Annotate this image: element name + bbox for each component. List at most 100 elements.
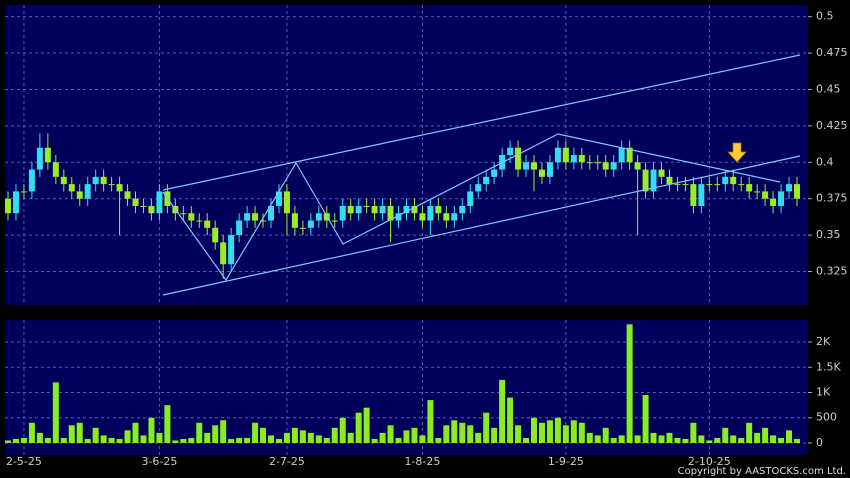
candle-body xyxy=(252,213,259,221)
volume-bar xyxy=(762,427,769,443)
volume-bar xyxy=(28,422,35,443)
volume-bar xyxy=(60,437,67,443)
candle-body xyxy=(546,162,553,177)
volume-bar xyxy=(148,417,155,443)
candle-body xyxy=(100,176,107,185)
volume-bar xyxy=(76,422,83,443)
x-tick-label: 2-7-25 xyxy=(269,455,305,468)
volume-bar xyxy=(156,432,163,443)
volume-bar xyxy=(626,324,633,443)
candle-body xyxy=(610,162,617,170)
candle-body xyxy=(291,213,298,228)
candle-body xyxy=(68,184,75,192)
candle-body xyxy=(148,205,155,214)
volume-bar xyxy=(387,425,394,443)
y-tick-label: 0.375 xyxy=(816,192,848,205)
volume-bar xyxy=(363,407,370,443)
volume-bar xyxy=(379,432,386,443)
x-tick-label: 2-5-25 xyxy=(6,455,42,468)
candle-body xyxy=(586,162,593,164)
candle-body xyxy=(28,169,35,192)
volume-bar xyxy=(483,412,490,443)
volume-bar xyxy=(658,435,665,443)
candle-body xyxy=(411,205,418,214)
y-tick-label: 0.325 xyxy=(816,265,848,278)
volume-bar xyxy=(307,432,314,443)
y2-tick-label: 500 xyxy=(816,411,837,424)
volume-bar xyxy=(52,382,59,443)
volume-bar xyxy=(291,427,298,443)
candle-body xyxy=(363,205,370,207)
volume-bar xyxy=(714,437,721,443)
candle-body xyxy=(786,184,793,192)
candle-body xyxy=(491,169,498,177)
candle-body xyxy=(108,184,115,186)
volume-bar xyxy=(674,437,681,443)
volume-bar xyxy=(5,440,11,443)
volume-bar xyxy=(523,437,530,443)
volume-bar xyxy=(666,432,673,443)
candle-body xyxy=(754,191,761,193)
candle-body xyxy=(626,147,633,163)
candle-body xyxy=(738,184,745,186)
candle-body xyxy=(443,213,450,221)
volume-bar xyxy=(570,420,577,443)
volume-bar xyxy=(507,397,514,443)
candle-body xyxy=(379,205,386,214)
candle-body xyxy=(538,169,545,177)
volume-bar xyxy=(116,438,123,443)
candle-body xyxy=(84,184,91,199)
volume-bar xyxy=(299,430,306,443)
candle-body xyxy=(220,242,227,265)
candle-body xyxy=(395,213,402,221)
volume-bar xyxy=(435,437,442,443)
volume-bar xyxy=(260,427,267,443)
candle-body xyxy=(132,198,139,206)
volume-bar xyxy=(515,425,522,443)
y2-tick-label: 0 xyxy=(816,436,823,449)
volume-bar xyxy=(20,437,27,443)
candle-body xyxy=(594,162,601,164)
candle-body xyxy=(602,162,609,170)
candle-body xyxy=(315,213,322,221)
candle-body xyxy=(283,191,290,214)
candle-body xyxy=(275,191,282,206)
volume-bar xyxy=(642,395,649,443)
volume-bar xyxy=(220,420,227,443)
candle-body xyxy=(140,205,147,207)
volume-bar xyxy=(188,437,195,443)
candle-body xyxy=(714,184,721,186)
candle-body xyxy=(666,176,673,185)
volume-bar xyxy=(164,405,171,443)
volume-bar xyxy=(794,438,800,443)
candle-body xyxy=(307,220,314,228)
candle-body xyxy=(475,184,482,192)
candle-body xyxy=(634,162,641,170)
volume-bar xyxy=(68,425,75,443)
candle-body xyxy=(188,213,195,221)
y-tick-label: 0.425 xyxy=(816,119,848,132)
volume-bar xyxy=(610,437,617,443)
trend-line xyxy=(162,133,781,282)
candle-body xyxy=(642,169,649,192)
candle-body xyxy=(483,176,490,185)
volume-bar xyxy=(92,427,99,443)
volume-bar xyxy=(730,435,737,443)
volume-bar xyxy=(108,437,115,443)
candle-body xyxy=(196,220,203,222)
volume-bar xyxy=(140,435,147,443)
candle-body xyxy=(451,213,458,221)
candle-body xyxy=(467,191,474,206)
volume-bar xyxy=(650,432,657,443)
candle-body xyxy=(523,162,530,170)
volume-bar xyxy=(331,427,338,443)
candle-body xyxy=(180,213,187,215)
candle-body xyxy=(299,227,306,229)
volume-bar xyxy=(411,427,418,443)
volume-bar xyxy=(586,432,593,443)
volume-bar xyxy=(770,435,777,443)
volume-bar xyxy=(275,438,282,443)
volume-bar xyxy=(323,437,330,443)
volume-bar xyxy=(698,435,705,443)
volume-bar xyxy=(443,425,450,443)
